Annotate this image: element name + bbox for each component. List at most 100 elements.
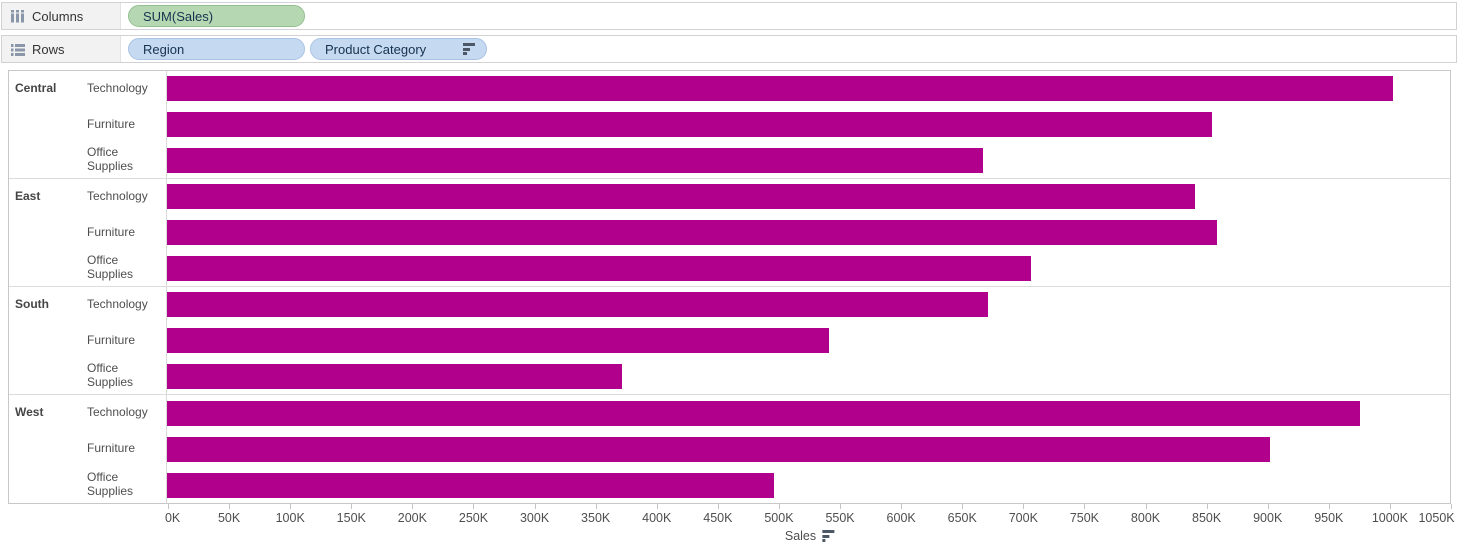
x-axis-tick-mark [656, 504, 658, 509]
pill-label: Product Category [325, 41, 427, 57]
category-header[interactable]: Technology [87, 405, 148, 420]
pill-sum-sales-[interactable]: SUM(Sales) [128, 5, 305, 27]
x-axis-tick-mark [1145, 504, 1147, 509]
x-axis-tick-mark [1023, 504, 1025, 509]
x-axis-tick-label: 1050K [1418, 511, 1455, 525]
x-axis-tick-label: 550K [825, 511, 855, 525]
region-header[interactable]: Central [15, 81, 57, 95]
category-header[interactable]: Technology [87, 296, 148, 311]
category-header[interactable]: Office Supplies [87, 145, 134, 174]
x-axis-tick-mark [473, 504, 475, 509]
sales-bar[interactable] [167, 292, 989, 318]
category-header[interactable]: Furniture [87, 332, 136, 347]
region-header[interactable]: South [15, 297, 49, 311]
pill-label: SUM(Sales) [143, 8, 214, 24]
x-axis-tick-mark [1451, 504, 1452, 509]
bars-pane [167, 179, 1450, 286]
sales-bar[interactable] [167, 112, 1212, 137]
x-axis-tick-label: 350K [581, 511, 611, 525]
x-axis-tick-label: 900K [1253, 511, 1283, 525]
bar-row [167, 142, 1450, 178]
x-axis-tick-mark [229, 504, 231, 509]
bar-row [167, 358, 1450, 394]
bar-row [167, 431, 1450, 467]
sales-bar[interactable] [167, 255, 1031, 281]
bar-row [167, 395, 1450, 431]
bars-pane [167, 395, 1450, 503]
x-axis-tick-mark [1084, 504, 1086, 509]
category-header[interactable]: Furniture [87, 116, 136, 131]
x-axis-tick-mark [1206, 504, 1208, 509]
x-axis-tick-mark [534, 504, 536, 509]
x-axis-tick-label: 800K [1130, 511, 1161, 525]
region-group-west: West Technology Furniture Office Supplies [9, 395, 1450, 503]
x-axis-tick-label: 850K [1192, 511, 1222, 525]
sales-bar[interactable] [167, 184, 1195, 210]
sales-bar[interactable] [167, 328, 830, 353]
x-axis-tick-mark [168, 504, 169, 509]
x-axis-tick-mark [778, 504, 780, 509]
sales-bar[interactable] [167, 472, 775, 498]
columns-pill-area[interactable]: SUM(Sales) [121, 3, 1456, 29]
category-header[interactable]: Furniture [87, 224, 136, 239]
sort-descending-icon[interactable] [463, 43, 475, 55]
category-header[interactable]: Office Supplies [87, 470, 134, 498]
x-axis-tick-mark [901, 504, 903, 509]
x-axis[interactable]: 0K 50K 100K 150K 200K 250K 300K 350K 400K 450K 500… [165, 504, 1455, 548]
region-group-south: South Technology Furniture Office Supplies [9, 287, 1450, 395]
category-header[interactable]: Technology [87, 80, 148, 95]
sales-bar[interactable] [167, 436, 1271, 462]
x-axis-tick-mark [1267, 504, 1269, 509]
x-axis-tick-mark [412, 504, 414, 509]
category-header[interactable]: Office Supplies [87, 253, 134, 282]
bar-row [167, 71, 1450, 107]
x-axis-tick-label: 50K [217, 511, 241, 525]
bars-pane [167, 287, 1450, 394]
pill-region[interactable]: Region [128, 38, 305, 60]
sales-bar[interactable] [167, 147, 984, 173]
category-header-column: Technology Furniture Office Supplies [87, 395, 167, 503]
bar-row [167, 467, 1450, 503]
bar-row [167, 179, 1450, 215]
rows-shelf-label: Rows [32, 41, 65, 57]
x-axis-tick-mark [1389, 504, 1391, 509]
viz-area: Central Technology Furniture Office Supplie… [8, 70, 1455, 548]
bar-row [167, 107, 1450, 143]
x-axis-tick-label: 650K [947, 511, 977, 525]
x-axis-tick-mark [1328, 504, 1330, 509]
bars-pane [167, 71, 1450, 178]
region-header[interactable]: East [15, 189, 41, 203]
columns-shelf[interactable]: Columns SUM(Sales) [1, 2, 1457, 30]
bar-row [167, 250, 1450, 286]
chart-table: Central Technology Furniture Office Supplie… [8, 70, 1451, 504]
category-header-column: Technology Furniture Office Supplies [87, 71, 167, 178]
x-axis-tick-label: 500K [764, 511, 794, 525]
x-axis-tick-label: 450K [703, 511, 733, 525]
x-axis-tick-label: 700K [1008, 511, 1038, 525]
x-axis-tick-mark [351, 504, 353, 509]
bar-row [167, 287, 1450, 323]
category-header[interactable]: Technology [87, 188, 148, 203]
x-axis-tick-mark [717, 504, 719, 509]
sort-descending-icon[interactable] [822, 530, 835, 542]
category-header[interactable]: Furniture [87, 441, 136, 456]
sales-bar[interactable] [167, 400, 1360, 426]
sales-bar[interactable] [167, 363, 622, 389]
rows-shelf[interactable]: Rows Region Product Category [1, 35, 1457, 63]
pill-label: Region [143, 41, 185, 57]
columns-shelf-label: Columns [32, 8, 84, 24]
x-axis-tick-label: 750K [1069, 511, 1100, 525]
x-axis-title-label: Sales [784, 529, 817, 543]
bar-row [167, 323, 1450, 359]
sales-bar[interactable] [167, 76, 1393, 102]
sales-bar[interactable] [167, 220, 1217, 245]
x-axis-title[interactable]: Sales [784, 529, 835, 543]
region-header[interactable]: West [15, 405, 44, 419]
x-axis-tick-label: 150K [336, 511, 366, 525]
x-axis-tick-label: 250K [458, 511, 489, 525]
pill-product-category[interactable]: Product Category [310, 38, 487, 60]
x-axis-tick-mark [290, 504, 292, 509]
rows-pill-area[interactable]: Region Product Category [121, 36, 1456, 62]
x-axis-tick-mark [840, 504, 842, 509]
category-header[interactable]: Office Supplies [87, 361, 134, 390]
